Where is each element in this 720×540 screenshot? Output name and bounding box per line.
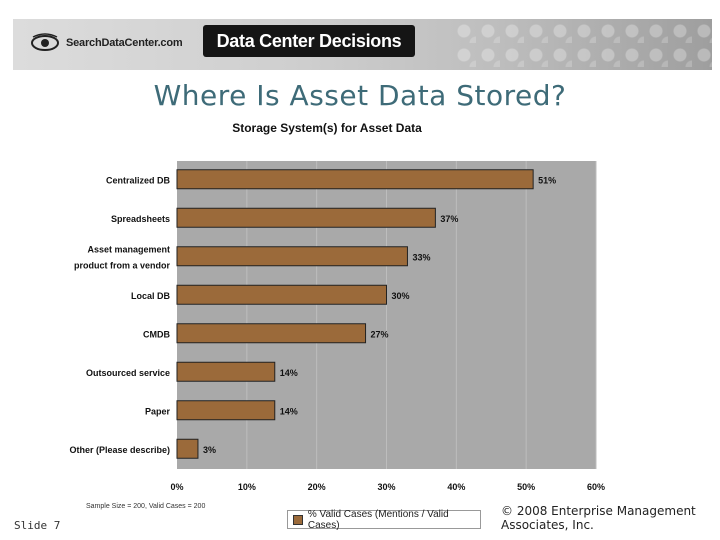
slide-title: Where Is Asset Data Stored? [153, 79, 567, 112]
data-label: 37% [440, 214, 458, 224]
data-label: 33% [412, 252, 430, 262]
category-label: CMDB [143, 329, 170, 339]
brand-title: Data Center Decisions [203, 25, 415, 57]
chart-legend: % Valid Cases (Mentions / Valid Cases) [287, 508, 481, 531]
chart-title: Storage System(s) for Asset Data [232, 121, 422, 135]
eye-logo-icon [31, 33, 59, 51]
copyright-text: © 2008 Enterprise Management Associates,… [501, 504, 696, 532]
category-label: Asset management product from a vendor [74, 244, 171, 270]
category-label: Spreadsheets [111, 214, 170, 224]
logo-text: SearchDataCenter.com [66, 37, 183, 49]
bar [176, 361, 276, 382]
x-tick-label: 20% [308, 482, 326, 492]
bar [176, 246, 408, 267]
site-logo[interactable]: SearchDataCenter.com [31, 31, 183, 55]
bar [176, 323, 367, 344]
bar [176, 400, 276, 421]
x-tick-label: 10% [238, 482, 256, 492]
banner-pattern [452, 19, 712, 70]
category-label: Other (Please describe) [69, 445, 170, 455]
sample-size-note: Sample Size = 200, Valid Cases = 200 [86, 503, 206, 510]
bar [176, 284, 387, 305]
data-label: 51% [538, 175, 556, 185]
x-tick-label: 50% [517, 482, 535, 492]
data-label: 27% [371, 329, 389, 339]
x-tick-label: 40% [447, 482, 465, 492]
legend-label: % Valid Cases (Mentions / Valid Cases) [307, 508, 449, 531]
x-tick-label: 0% [170, 482, 183, 492]
category-label: Local DB [131, 291, 171, 301]
data-label: 3% [203, 445, 216, 455]
bar [176, 207, 436, 228]
bar [176, 438, 199, 459]
data-label: 14% [280, 406, 298, 416]
header-banner: SearchDataCenter.com Data Center Decisio… [13, 19, 712, 70]
data-label: 14% [280, 368, 298, 378]
legend-swatch [293, 514, 303, 525]
data-label: 30% [392, 291, 410, 301]
x-tick-label: 60% [587, 482, 605, 492]
slide-number: Slide 7 [14, 519, 61, 532]
category-label: Paper [145, 406, 171, 416]
category-label: Centralized DB [106, 175, 171, 185]
x-tick-label: 30% [377, 482, 395, 492]
bar [176, 169, 534, 190]
category-label: Outsourced service [86, 368, 170, 378]
